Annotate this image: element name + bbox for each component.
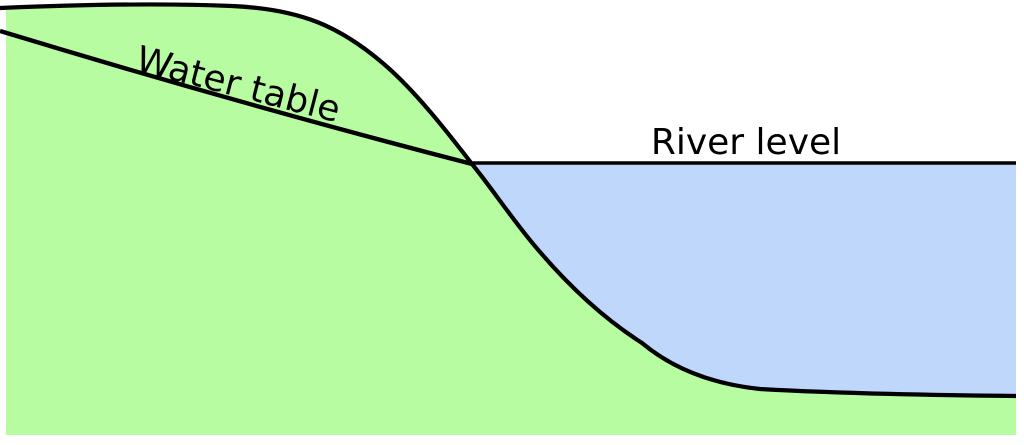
river-level-label: River level: [651, 122, 841, 163]
water-table-line: [0, 28, 473, 167]
river-water-area: [472, 164, 1016, 396]
land-area: [6, 4, 1016, 435]
ground-surface-line: [0, 2, 1017, 399]
